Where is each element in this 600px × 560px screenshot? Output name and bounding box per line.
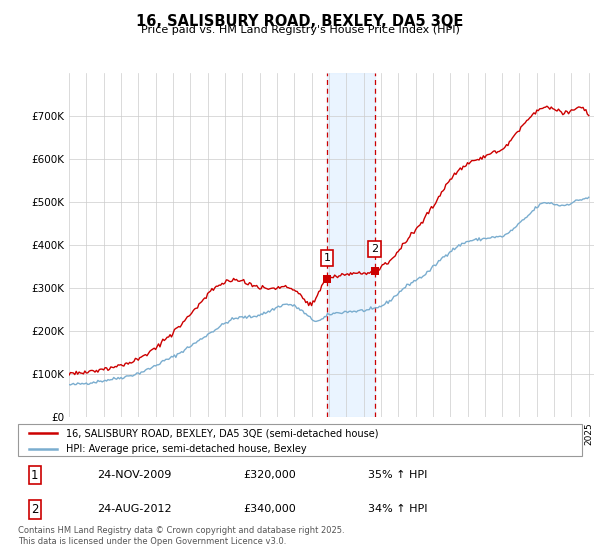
Text: HPI: Average price, semi-detached house, Bexley: HPI: Average price, semi-detached house,… — [66, 444, 307, 454]
Text: 1: 1 — [323, 253, 331, 263]
Text: £340,000: £340,000 — [244, 505, 296, 515]
FancyBboxPatch shape — [18, 424, 582, 456]
Text: 16, SALISBURY ROAD, BEXLEY, DA5 3QE: 16, SALISBURY ROAD, BEXLEY, DA5 3QE — [136, 14, 464, 29]
Bar — [327, 73, 375, 417]
Text: 16, SALISBURY ROAD, BEXLEY, DA5 3QE (semi-detached house): 16, SALISBURY ROAD, BEXLEY, DA5 3QE (sem… — [66, 428, 379, 438]
Text: 24-NOV-2009: 24-NOV-2009 — [97, 470, 172, 480]
Text: 1: 1 — [31, 469, 38, 482]
Text: Price paid vs. HM Land Registry's House Price Index (HPI): Price paid vs. HM Land Registry's House … — [140, 25, 460, 35]
Text: Contains HM Land Registry data © Crown copyright and database right 2025.
This d: Contains HM Land Registry data © Crown c… — [18, 526, 344, 546]
Text: 2: 2 — [371, 244, 379, 254]
Text: 34% ↑ HPI: 34% ↑ HPI — [368, 505, 427, 515]
Text: 35% ↑ HPI: 35% ↑ HPI — [368, 470, 427, 480]
Text: 2: 2 — [31, 503, 38, 516]
Text: £320,000: £320,000 — [244, 470, 296, 480]
Text: 24-AUG-2012: 24-AUG-2012 — [97, 505, 172, 515]
